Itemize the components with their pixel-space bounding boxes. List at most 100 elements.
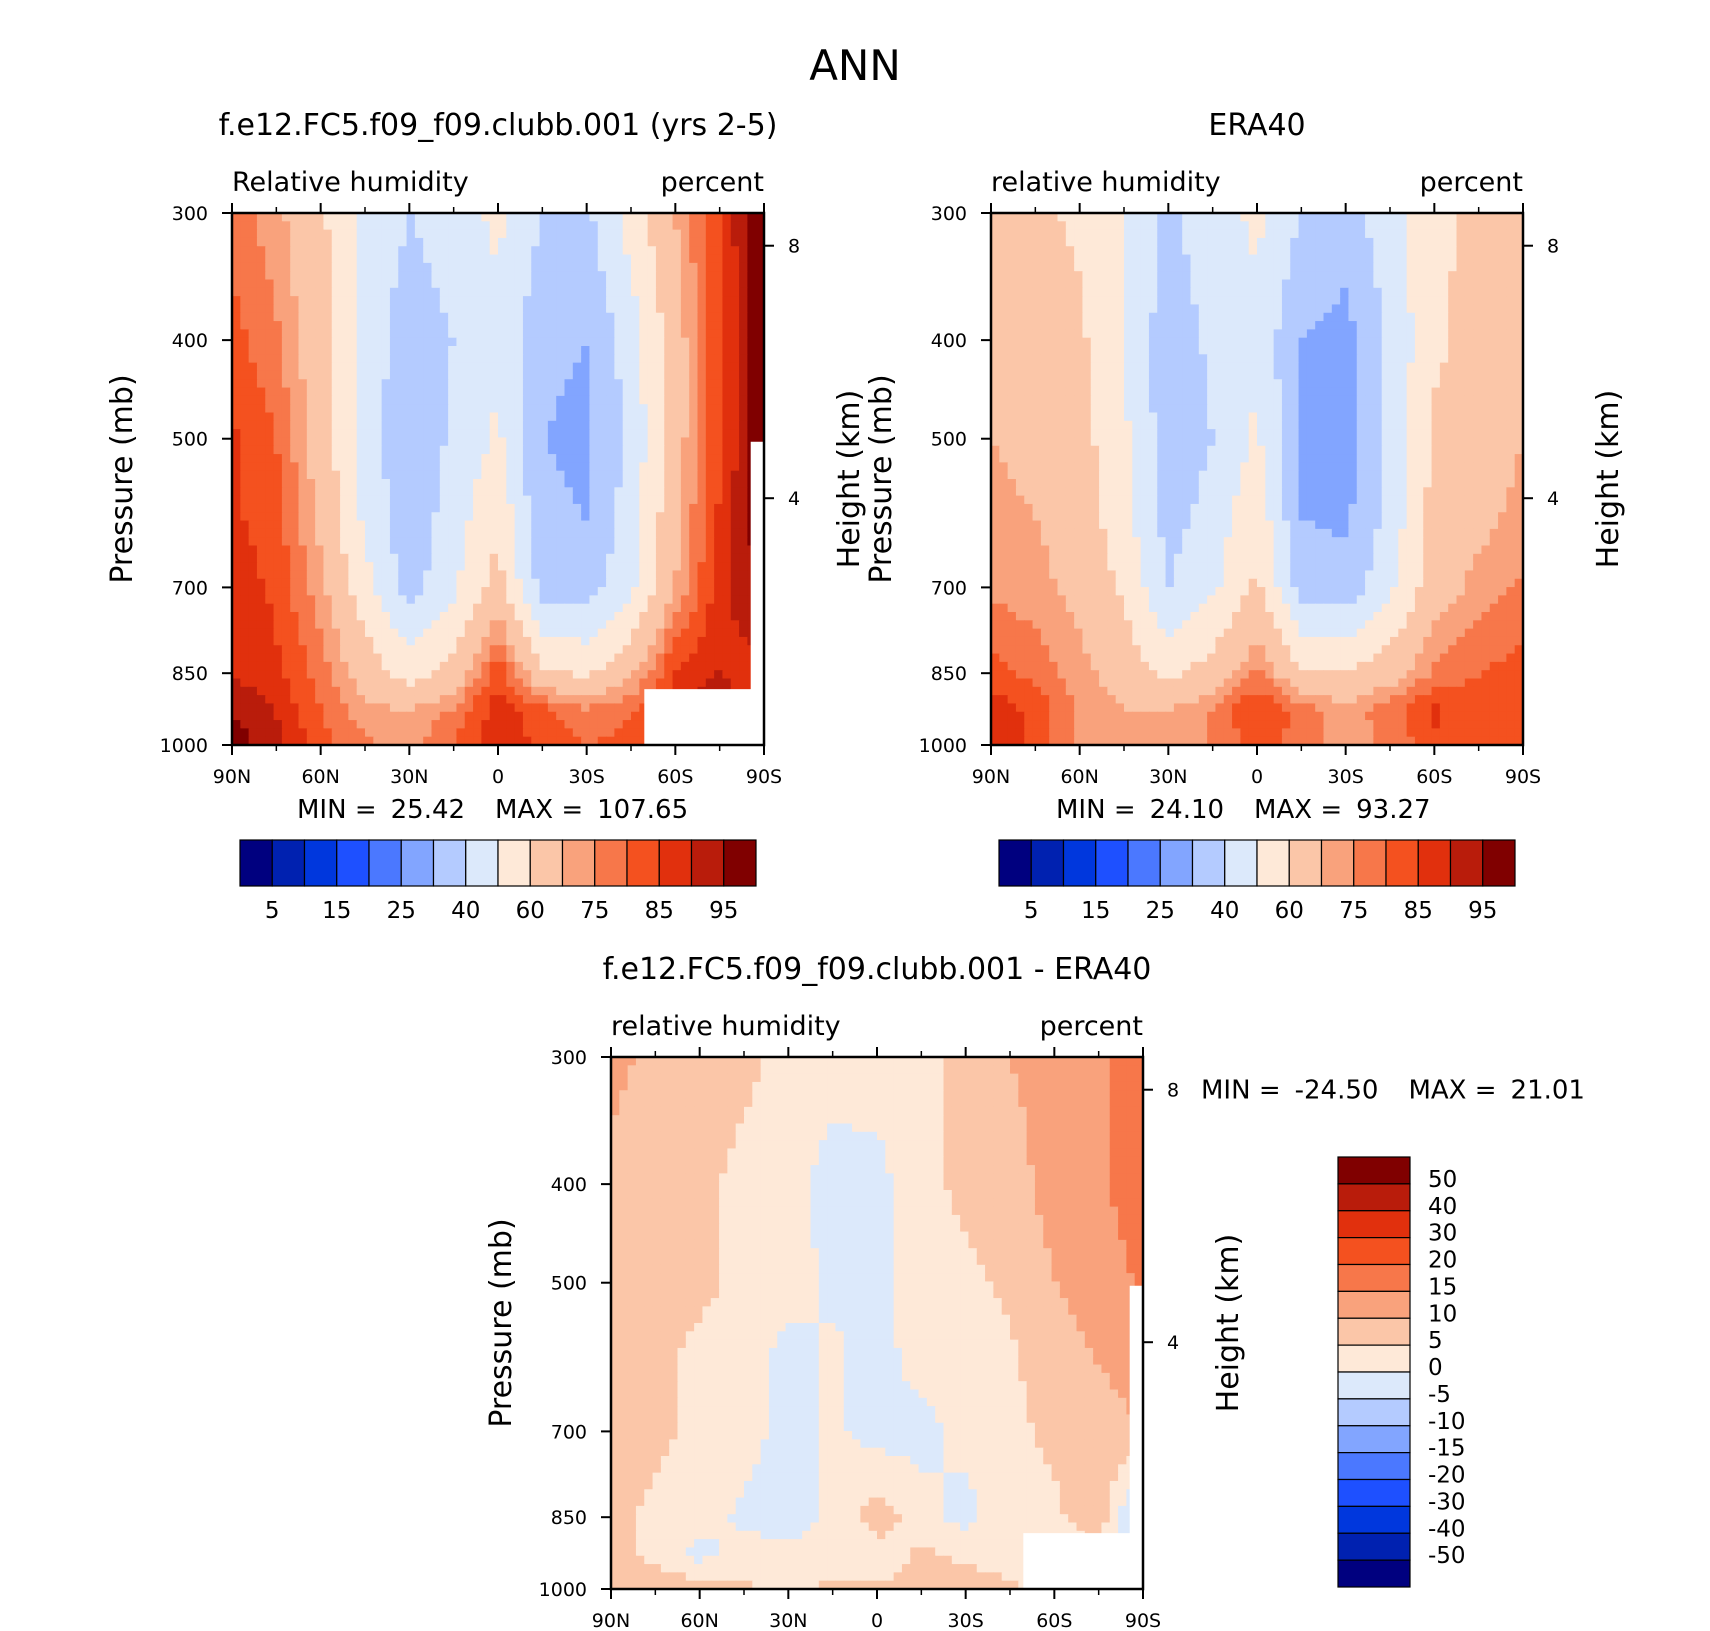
heatmap-cell — [1398, 221, 1408, 231]
heatmap-cell — [606, 570, 615, 580]
heatmap-cell — [281, 736, 291, 746]
heatmap-cell — [506, 362, 516, 372]
heatmap-cell — [473, 545, 482, 555]
heatmap-cell — [406, 395, 416, 405]
heatmap-cell — [456, 587, 466, 596]
heatmap-cell — [1431, 296, 1441, 306]
heatmap-cell — [647, 379, 657, 389]
heatmap-cell — [1481, 296, 1491, 306]
heatmap-cell — [539, 437, 549, 447]
heatmap-cell — [722, 370, 732, 380]
heatmap-cell — [514, 321, 524, 330]
heatmap-cell — [489, 695, 499, 705]
heatmap-cell — [572, 312, 582, 322]
heatmap-cell — [614, 487, 624, 497]
heatmap-cell — [431, 246, 441, 256]
heatmap-cell — [431, 370, 441, 380]
heatmap-cell — [1265, 271, 1275, 281]
heatmap-cell — [1024, 312, 1034, 322]
heatmap-cell — [614, 686, 624, 696]
heatmap-cell — [572, 221, 582, 231]
heatmap-cell — [381, 545, 391, 555]
heatmap-cell — [232, 287, 241, 297]
heatmap-cell — [647, 479, 657, 488]
heatmap-cell — [539, 404, 549, 414]
heatmap-cell — [464, 420, 474, 430]
heatmap-cell — [232, 362, 241, 372]
heatmap-cell — [365, 587, 374, 596]
heatmap-cell — [281, 454, 291, 463]
heatmap-cell — [539, 628, 549, 638]
heatmap-cell — [680, 362, 690, 372]
heatmap-cell — [281, 703, 291, 713]
heatmap-cell — [406, 653, 416, 663]
heatmap-cell — [1323, 237, 1333, 247]
heatmap-cell — [365, 229, 374, 239]
heatmap-cell — [439, 628, 449, 638]
heatmap-cell — [290, 553, 300, 563]
heatmap-cell — [991, 287, 1000, 297]
heatmap-cell — [256, 578, 266, 588]
heatmap-cell — [448, 495, 458, 505]
heatmap-cell — [340, 395, 349, 405]
heatmap-cell — [597, 312, 607, 322]
heatmap-cell — [431, 628, 441, 638]
heatmap-cell — [423, 603, 433, 613]
colorbar-box — [303, 839, 338, 887]
heatmap-cell — [714, 254, 724, 264]
heatmap-cell — [522, 221, 532, 231]
heatmap-cell — [622, 587, 632, 596]
heatmap-cell — [365, 553, 374, 563]
heatmap-cell — [315, 487, 325, 497]
heatmap-cell — [331, 612, 341, 621]
heatmap-cell — [1406, 287, 1416, 297]
heatmap-cell — [331, 595, 341, 605]
heatmap-cell — [281, 404, 291, 414]
heatmap-cell — [614, 346, 624, 355]
heatmap-cell — [290, 720, 300, 729]
heatmap-cell — [248, 495, 258, 505]
heatmap-cell — [1514, 246, 1524, 256]
heatmap-cell — [1506, 287, 1516, 297]
heatmap-cell — [639, 329, 649, 339]
heatmap-cell — [697, 595, 707, 605]
heatmap-cell — [755, 254, 765, 264]
heatmap-cell — [655, 587, 665, 596]
heatmap-cell — [672, 346, 682, 355]
heatmap-cell — [240, 645, 250, 655]
heatmap-cell — [664, 379, 674, 389]
heatmap-cell — [306, 279, 316, 289]
heatmap-cell — [672, 553, 682, 563]
heatmap-cell — [464, 362, 474, 372]
heatmap-cell — [647, 287, 657, 297]
heatmap-cell — [655, 470, 665, 480]
heatmap-cell — [697, 653, 707, 663]
heatmap-cell — [597, 595, 607, 605]
heatmap-cell — [647, 237, 657, 247]
heatmap-cell — [498, 412, 507, 422]
heatmap-cell — [581, 229, 591, 239]
heatmap-cell — [331, 479, 341, 488]
heatmap-cell — [639, 487, 649, 497]
heatmap-cell — [639, 337, 649, 347]
heatmap-cell — [705, 412, 715, 422]
heatmap-cell — [414, 470, 424, 480]
heatmap-cell — [348, 653, 358, 663]
heatmap-cell — [1190, 287, 1200, 297]
heatmap-cell — [340, 645, 349, 655]
colorbar-label: 75 — [580, 898, 609, 924]
heatmap-cell — [365, 454, 374, 463]
heatmap-cell — [365, 720, 374, 729]
heatmap-cell — [248, 287, 258, 297]
heatmap-cell — [1448, 254, 1458, 264]
heatmap-cell — [539, 645, 549, 655]
heatmap-cell — [448, 296, 458, 306]
heatmap-cell — [1198, 254, 1208, 264]
heatmap-cell — [340, 703, 349, 713]
heatmap-cell — [556, 661, 566, 671]
heatmap-cell — [373, 636, 383, 646]
heatmap-cell — [298, 262, 308, 272]
heatmap-cell — [639, 603, 649, 613]
heatmap-cell — [547, 229, 557, 239]
heatmap-cell — [1257, 262, 1266, 272]
